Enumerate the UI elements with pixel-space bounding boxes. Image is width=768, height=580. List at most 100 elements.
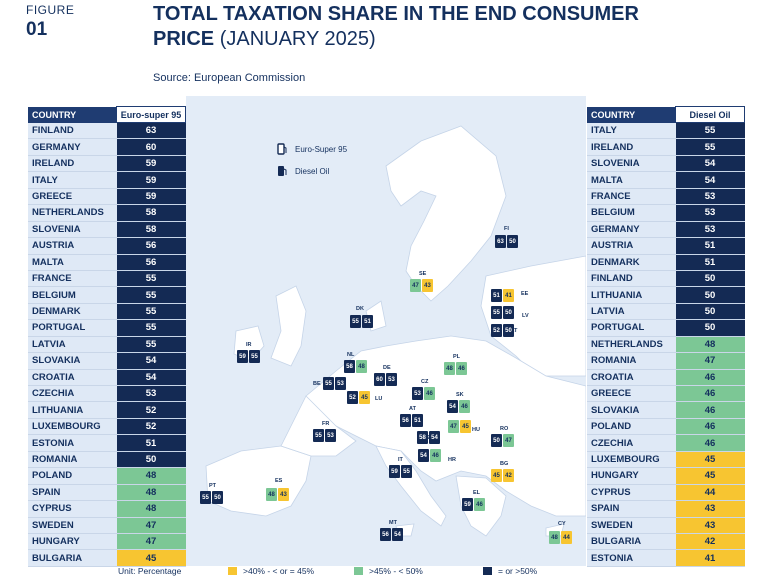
country-cell: AUSTRIA bbox=[587, 237, 676, 255]
map-marker: 59 46 bbox=[462, 498, 485, 511]
table-row: FRANCE 55 bbox=[28, 270, 186, 288]
table-row: CYPRUS 48 bbox=[28, 500, 186, 518]
country-cell: BULGARIA bbox=[28, 549, 117, 567]
country-cell: SWEDEN bbox=[587, 517, 676, 534]
country-cell: HUNGARY bbox=[28, 533, 117, 551]
country-code-label: SK bbox=[456, 392, 464, 398]
country-code-label: IT bbox=[398, 457, 403, 463]
country-cell: LUXEMBOURG bbox=[28, 418, 117, 436]
table-row: HUNGARY 47 bbox=[28, 533, 186, 551]
country-code-label: HR bbox=[448, 457, 456, 463]
map-marker: 48 43 bbox=[266, 488, 289, 501]
table-row: NETHERLANDS 58 bbox=[28, 204, 186, 222]
country-code-label: IR bbox=[246, 342, 252, 348]
table-row: GERMANY 60 bbox=[28, 138, 186, 156]
right-table-body: ITALY 55 IRELAND 55 SLOVENIA 54 MALTA 54 FRANCE 5… bbox=[587, 122, 745, 567]
legend-bottom-1: >45% - < 50% bbox=[354, 566, 423, 576]
value-cell: 48 bbox=[116, 484, 186, 502]
value-cell: 55 bbox=[116, 270, 186, 288]
map-marker: 50 47 bbox=[491, 434, 514, 447]
table-row: CZECHIA 53 bbox=[28, 385, 186, 403]
table-row: AUSTRIA 51 bbox=[587, 237, 745, 255]
country-code-label: MT bbox=[389, 520, 397, 526]
legend-bottom-2: = or >50% bbox=[483, 566, 537, 576]
petrol-pump-icon: 52 bbox=[491, 324, 502, 337]
country-cell: CYPRUS bbox=[28, 500, 117, 518]
map-marker: 48 44 bbox=[549, 531, 572, 544]
map-marker: 52 50 bbox=[491, 324, 514, 337]
value-cell: 58 bbox=[116, 204, 186, 222]
value-cell: 53 bbox=[675, 188, 745, 206]
title-line-2-rest: (JANUARY 2025) bbox=[219, 28, 376, 50]
diesel-pump-icon: 44 bbox=[561, 531, 572, 544]
country-cell: CROATIA bbox=[587, 369, 676, 387]
diesel-pump-icon: 53 bbox=[386, 373, 397, 386]
value-cell: 55 bbox=[116, 303, 186, 321]
value-cell: 46 bbox=[675, 369, 745, 387]
country-cell: SLOVENIA bbox=[28, 221, 117, 239]
country-cell: AUSTRIA bbox=[28, 237, 117, 255]
table-row: SLOVAKIA 54 bbox=[28, 352, 186, 370]
diesel-pump-icon: 43 bbox=[422, 279, 433, 292]
table-row: PORTUGAL 50 bbox=[587, 319, 745, 337]
petrol-pump-icon: 48 bbox=[549, 531, 560, 544]
country-cell: LITHUANIA bbox=[587, 286, 676, 304]
country-cell: GREECE bbox=[587, 385, 676, 403]
legend-euro-super: Euro-Super 95 bbox=[277, 138, 347, 160]
country-cell: MALTA bbox=[28, 254, 117, 271]
map-marker: 56 54 bbox=[380, 528, 403, 541]
map-marker: 48 46 bbox=[444, 362, 467, 375]
uk-shape bbox=[270, 285, 307, 367]
map-marker: 53 46 bbox=[412, 387, 435, 400]
figure-label: FIGURE 01 bbox=[26, 3, 74, 41]
table-row: SPAIN 48 bbox=[28, 484, 186, 502]
value-cell: 51 bbox=[675, 237, 745, 255]
diesel-pump-icon: 50 bbox=[507, 235, 518, 248]
title-line-2-bold: PRICE bbox=[153, 28, 215, 50]
table-row: ITALY 55 bbox=[587, 122, 745, 140]
diesel-pump-icon: 50 bbox=[503, 324, 514, 337]
map-marker: 55 50 bbox=[200, 491, 223, 504]
petrol-pump-icon: 58 bbox=[417, 431, 428, 444]
table-row: LUXEMBOURG 52 bbox=[28, 418, 186, 436]
table-row: POLAND 48 bbox=[28, 467, 186, 485]
diesel-pump-icon: 55 bbox=[401, 465, 412, 478]
country-cell: CROATIA bbox=[28, 369, 117, 387]
country-code-label: LU bbox=[375, 396, 383, 402]
map-marker: 45 42 bbox=[491, 469, 514, 482]
diesel-pump-icon: 48 bbox=[356, 360, 367, 373]
europe-map-shapes bbox=[205, 125, 586, 537]
table-row: BULGARIA 45 bbox=[28, 549, 186, 567]
value-cell: 56 bbox=[116, 237, 186, 255]
value-cell: 55 bbox=[116, 336, 186, 354]
table-row: GERMANY 53 bbox=[587, 221, 745, 239]
table-row: SLOVAKIA 46 bbox=[587, 401, 745, 419]
country-cell: LITHUANIA bbox=[28, 401, 117, 419]
table-row: IRELAND 55 bbox=[587, 138, 745, 156]
country-cell: LATVIA bbox=[28, 336, 117, 354]
table-row: SWEDEN 43 bbox=[587, 517, 745, 534]
value-cell: 43 bbox=[675, 500, 745, 518]
table-row: FINLAND 63 bbox=[28, 122, 186, 140]
value-cell: 58 bbox=[116, 221, 186, 239]
value-cell: 43 bbox=[675, 517, 745, 534]
petrol-pump-icon: 56 bbox=[400, 414, 411, 427]
legend-swatch-green bbox=[354, 567, 363, 575]
value-cell: 59 bbox=[116, 188, 186, 206]
map-marker: 55 50 bbox=[491, 306, 514, 319]
value-cell: 55 bbox=[116, 319, 186, 337]
value-cell: 50 bbox=[675, 319, 745, 337]
value-cell: 46 bbox=[675, 401, 745, 419]
value-cell: 60 bbox=[116, 138, 186, 156]
value-cell: 46 bbox=[675, 385, 745, 403]
title-line-1: TOTAL TAXATION SHARE IN THE END CONSUMER bbox=[153, 3, 639, 25]
euro-super-table: COUNTRY Euro-super 95 FINLAND 63 GERMANY 60… bbox=[28, 106, 186, 567]
country-cell: POLAND bbox=[28, 467, 117, 485]
value-cell: 42 bbox=[675, 533, 745, 551]
petrol-pump-icon: 55 bbox=[200, 491, 211, 504]
country-cell: FINLAND bbox=[28, 122, 117, 140]
table-row: CZECHIA 46 bbox=[587, 434, 745, 452]
value-cell: 52 bbox=[116, 418, 186, 436]
value-cell: 47 bbox=[116, 533, 186, 551]
map-marker: 54 46 bbox=[447, 400, 470, 413]
